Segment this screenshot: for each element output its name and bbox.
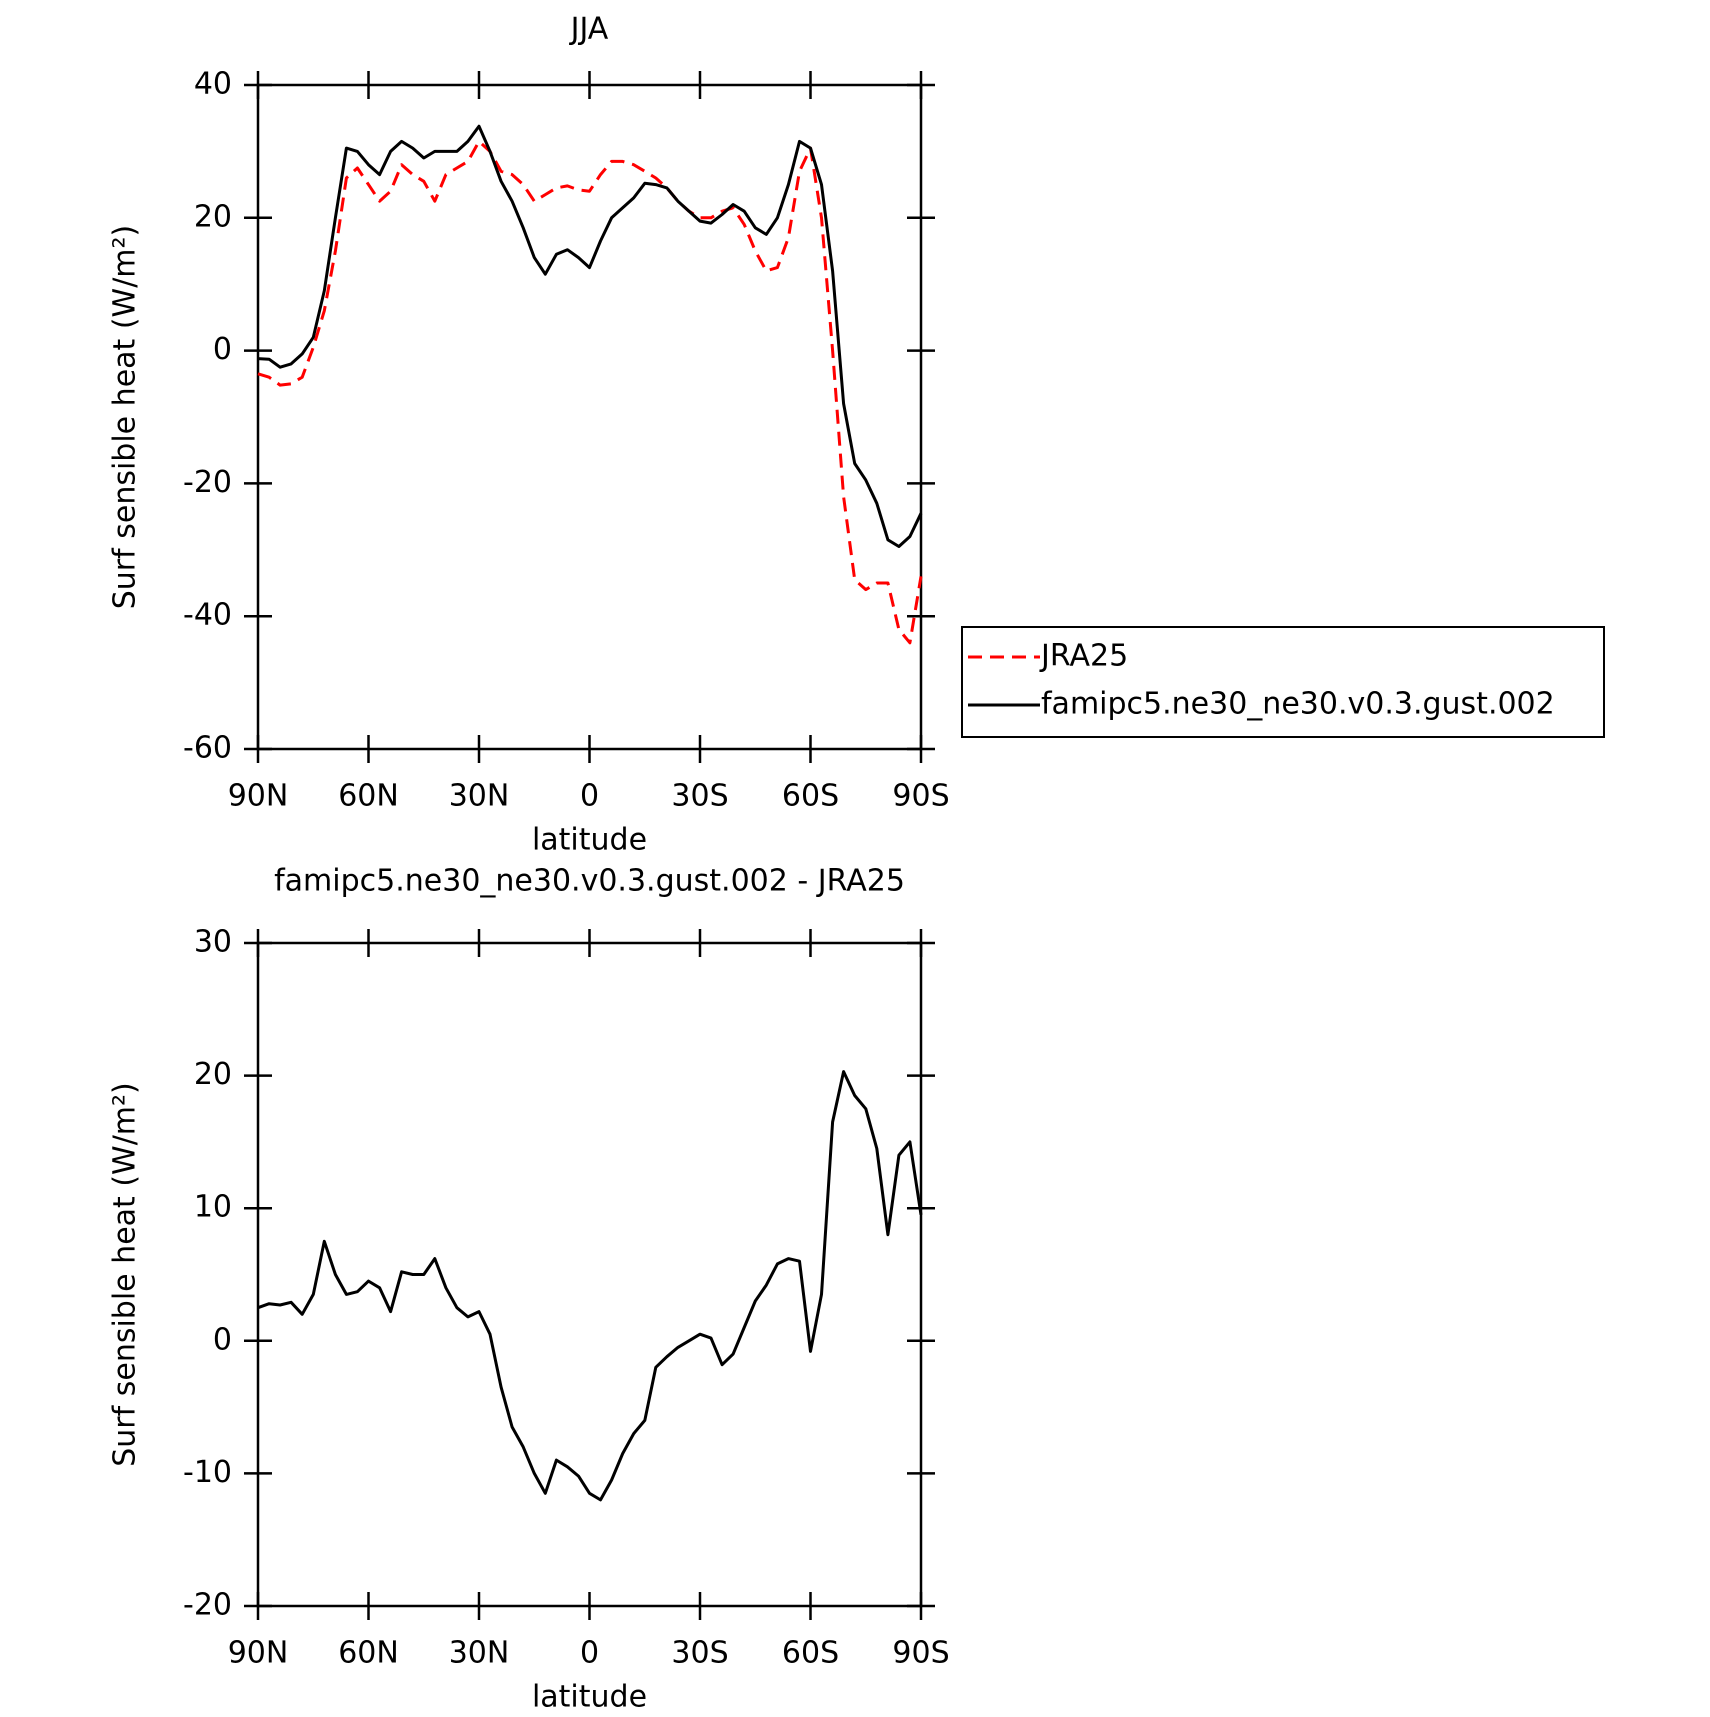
x-tick-label: 60N (338, 1636, 399, 1671)
y-tick-label: -60 (183, 731, 232, 766)
series-line (257, 1070, 923, 1502)
x-tick-label: 60S (782, 1636, 839, 1671)
y-tick-label: 0 (213, 1322, 232, 1357)
x-tick-label: 0 (580, 1636, 599, 1671)
chart-title: JJA (569, 12, 609, 47)
series-line (257, 124, 923, 548)
y-tick-label: 20 (194, 1057, 232, 1092)
x-tick-label: 30N (449, 1636, 510, 1671)
x-tick-label: 60N (338, 779, 399, 814)
chart-title: famipc5.ne30_ne30.v0.3.gust.002 - JRA25 (274, 864, 905, 899)
x-tick-label: 30N (449, 779, 510, 814)
x-tick-label: 0 (580, 779, 599, 814)
x-axis-label: latitude (532, 823, 647, 858)
y-tick-label: -10 (183, 1455, 232, 1490)
x-tick-label: 90S (892, 1636, 949, 1671)
x-tick-label: 90S (892, 779, 949, 814)
legend-box (961, 626, 1605, 738)
y-tick-label: 40 (194, 67, 232, 102)
y-axis-label: Surf sensible heat (W/m²) (108, 225, 143, 610)
y-tick-label: -20 (183, 1588, 232, 1623)
y-tick-label: -40 (183, 598, 232, 633)
legend-label: famipc5.ne30_ne30.v0.3.gust.002 (1041, 687, 1555, 722)
y-tick-label: 10 (194, 1190, 232, 1225)
x-tick-label: 30S (671, 779, 728, 814)
x-tick-label: 90N (228, 1636, 289, 1671)
legend-label: JRA25 (1039, 639, 1128, 674)
x-tick-label: 60S (782, 779, 839, 814)
x-axis-label: latitude (532, 1680, 647, 1715)
y-tick-label: 0 (213, 332, 232, 367)
series-line (257, 139, 923, 645)
y-tick-label: 20 (194, 199, 232, 234)
x-tick-label: 90N (228, 779, 289, 814)
y-tick-label: 30 (194, 925, 232, 960)
y-axis-label: Surf sensible heat (W/m²) (108, 1082, 143, 1467)
x-tick-label: 30S (671, 1636, 728, 1671)
y-tick-label: -20 (183, 465, 232, 500)
